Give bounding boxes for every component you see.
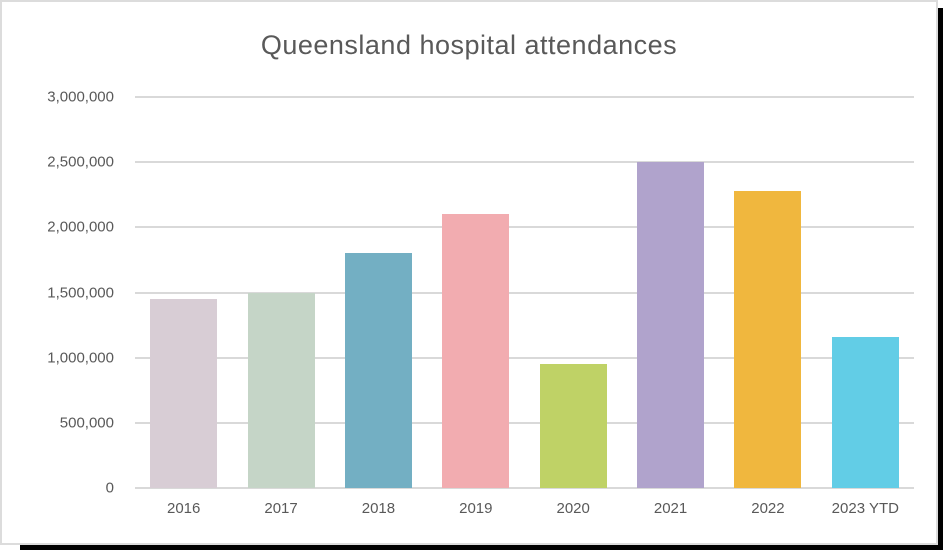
bar-2021: [637, 162, 705, 488]
bar-slot-2022: [719, 97, 816, 488]
gridline-1000000: [135, 356, 914, 359]
frame-shadow-right: [938, 8, 943, 550]
bar-slot-2017: [232, 97, 329, 488]
y-axis-tick-label: 1,500,000: [47, 284, 114, 301]
x-axis-tick-label: 2022: [751, 500, 785, 517]
x-axis: 2016 2017 2018 2019 2020 2021 2022 2023 YTD: [135, 500, 914, 524]
bar-series: [135, 97, 914, 488]
plot-area: [135, 96, 914, 489]
x-axis-tick-label: 2021: [653, 500, 688, 517]
x-axis-tick-label: 2018: [361, 500, 396, 517]
bar-slot-2019: [427, 97, 524, 488]
bar-2019: [442, 214, 510, 488]
y-axis: 3,000,000 2,500,000 2,000,000 1,500,000 1,00…: [2, 90, 114, 496]
y-axis-tick-label: 2,500,000: [47, 153, 114, 171]
gridline-0: [135, 487, 914, 489]
gridline-3000000: [135, 96, 914, 98]
bar-2023 YTD: [831, 336, 899, 488]
bar-slot-2021: [622, 97, 719, 488]
x-axis-tick-label: 2023 YTD: [831, 500, 899, 517]
bar-2018: [344, 253, 412, 488]
y-axis-tick-label: 2,000,000: [47, 218, 114, 236]
bar-slot-2020: [525, 97, 622, 488]
bar-2016: [150, 299, 218, 488]
y-axis-tick-label: 3,000,000: [47, 88, 114, 106]
bar-2022: [734, 190, 802, 488]
bar-slot-2018: [330, 97, 427, 488]
x-axis-tick-label: 2020: [556, 500, 590, 517]
bar-2020: [539, 364, 607, 488]
bar-2017: [247, 292, 315, 488]
x-axis-tick-label: 2019: [459, 500, 493, 517]
gridline-2000000: [135, 226, 914, 229]
x-axis-tick-label: 2017: [264, 500, 298, 517]
y-axis-tick-label: 0: [105, 479, 114, 497]
gridline-1500000: [135, 291, 914, 294]
chart-title: Queensland hospital attendances: [260, 30, 678, 60]
bar-slot-2023 YTD: [817, 97, 914, 488]
y-axis-tick-label: 500,000: [59, 414, 114, 432]
gridline-500000: [135, 421, 914, 424]
y-axis-tick-label: 1,000,000: [47, 349, 114, 367]
gridline-2500000: [135, 161, 914, 164]
x-axis-tick-label: 2016: [167, 500, 201, 517]
frame-shadow-bottom: [20, 545, 943, 550]
bar-slot-2016: [135, 97, 232, 488]
